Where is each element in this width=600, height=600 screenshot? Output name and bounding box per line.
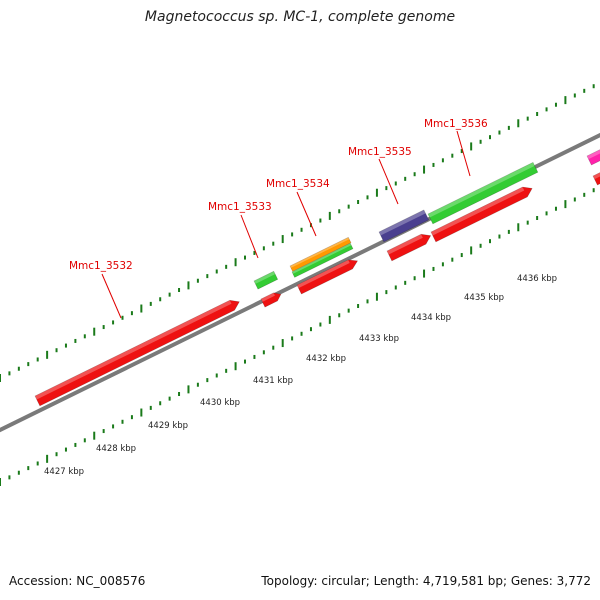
- gene-mmc1-3533-alt[interactable]: [260, 290, 283, 308]
- scale-label: 4435 kbp: [464, 293, 504, 303]
- gene-label[interactable]: Mmc1_3534: [266, 178, 330, 190]
- gene-mmc1-3536[interactable]: [427, 161, 539, 225]
- gene-label-leader: [296, 191, 317, 237]
- gene-mmc1-3536-b[interactable]: [430, 183, 535, 243]
- gene-mmc1-3532[interactable]: [34, 297, 242, 407]
- genome-summary-text: Topology: circular; Length: 4,719,581 bp…: [261, 574, 591, 588]
- gene-label-leader: [378, 158, 399, 205]
- scale-labels: 4427 kbp 4428 kbp 4429 kbp 4430 kbp 4431 kbp…: [44, 274, 557, 477]
- accession-text: Accession: NC_008576: [9, 574, 146, 588]
- gene-label[interactable]: Mmc1_3532: [69, 260, 133, 272]
- gene-label-group: Mmc1_3532 Mmc1_3533 Mmc1_3534 Mmc1_3535 Mmc1…: [69, 118, 488, 319]
- gene-label[interactable]: Mmc1_3536: [424, 118, 488, 130]
- scale-label: 4429 kbp: [148, 421, 188, 431]
- scale-label: 4434 kbp: [411, 313, 451, 323]
- gene-mmc1-3535-b[interactable]: [386, 231, 433, 262]
- gene-label[interactable]: Mmc1_3535: [348, 146, 412, 158]
- scale-label: 4433 kbp: [359, 334, 399, 344]
- gene-label-leader: [101, 273, 122, 319]
- gene-features: [34, 146, 600, 407]
- tick-marks: [0, 84, 595, 486]
- gene-right-edge-red[interactable]: [592, 170, 600, 186]
- scale-label: 4436 kbp: [517, 274, 557, 284]
- scale-label: 4430 kbp: [200, 398, 240, 408]
- page-title: Magnetococcus sp. MC-1, complete genome: [144, 9, 456, 25]
- gene-label-leader: [240, 214, 259, 259]
- scale-label: 4428 kbp: [96, 444, 136, 454]
- gene-mmc1-3535[interactable]: [378, 209, 430, 243]
- scale-label: 4432 kbp: [306, 354, 346, 364]
- gene-mmc1-3534-c[interactable]: [296, 256, 360, 295]
- gene-mmc1-3534-b[interactable]: [291, 242, 354, 278]
- scale-label: 4431 kbp: [253, 376, 293, 386]
- gene-label-leader: [456, 130, 471, 177]
- gene-mmc1-3533[interactable]: [253, 270, 279, 290]
- gene-right-edge-magenta[interactable]: [586, 146, 600, 166]
- scale-label: 4427 kbp: [44, 467, 84, 477]
- gene-mmc1-3534[interactable]: [289, 236, 352, 272]
- gene-label[interactable]: Mmc1_3533: [208, 201, 272, 213]
